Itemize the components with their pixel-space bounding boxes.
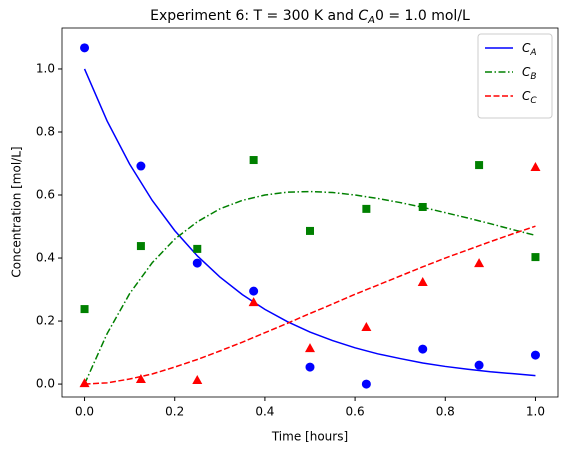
data-point [192, 258, 202, 268]
x-axis-label: Time [hours] [271, 430, 348, 444]
data-point [361, 322, 372, 332]
data-point [192, 374, 203, 384]
data-point [249, 286, 259, 296]
legend-subscript: B [530, 72, 536, 82]
data-point [80, 305, 89, 314]
legend-frame [477, 33, 553, 119]
legend-name: C [522, 41, 531, 55]
series-line [83, 190, 536, 385]
data-point [305, 343, 315, 353]
y-tick-label: 0.2 [36, 314, 55, 328]
data-point [80, 43, 90, 53]
data-point [417, 276, 428, 286]
legend-name: C [522, 89, 531, 103]
legend-subscript: A [529, 48, 536, 58]
data-point [306, 226, 314, 235]
y-tick-label: 0.4 [36, 251, 55, 265]
plot-frame [61, 27, 559, 398]
data-point [531, 253, 540, 262]
data-point [361, 379, 371, 389]
data-point [79, 378, 90, 388]
data-point [475, 161, 484, 170]
y-tick-label: 0.8 [36, 124, 55, 138]
data-point [530, 161, 541, 171]
series-line [84, 225, 536, 385]
data-point [135, 374, 146, 384]
x-tick-label: 0.6 [346, 405, 365, 419]
series-line [83, 68, 536, 377]
data-point [249, 156, 258, 165]
data-point [418, 344, 428, 354]
legend-label: CA [522, 41, 537, 58]
x-tick-label: 0.2 [165, 405, 184, 419]
x-tick-label: 1.0 [526, 405, 545, 419]
chart-title: Experiment 6: T = 300 K and CA0 = 1.0 mo… [150, 8, 470, 26]
data-point [193, 244, 202, 253]
y-tick-label: 1.0 [36, 61, 55, 75]
y-axis-label: Concentration [mol/L] [10, 146, 24, 277]
data-point [530, 350, 540, 360]
y-tick-label: 0.6 [36, 188, 55, 202]
data-point [474, 258, 485, 268]
data-point [418, 202, 427, 211]
data-point [305, 362, 315, 372]
legend-subscript: C [530, 96, 537, 106]
data-point [248, 297, 259, 307]
y-tick-label: 0.0 [36, 377, 55, 391]
data-point [362, 204, 371, 213]
data-point [136, 242, 145, 251]
legend-label: CC [522, 89, 537, 106]
x-tick-label: 0.4 [255, 405, 274, 419]
data-point [474, 360, 484, 370]
legend-name: C [522, 65, 531, 79]
data-point [136, 161, 146, 171]
x-tick-label: 0.0 [75, 405, 94, 419]
x-tick-label: 0.8 [436, 405, 455, 419]
legend-label: CB [522, 65, 537, 82]
